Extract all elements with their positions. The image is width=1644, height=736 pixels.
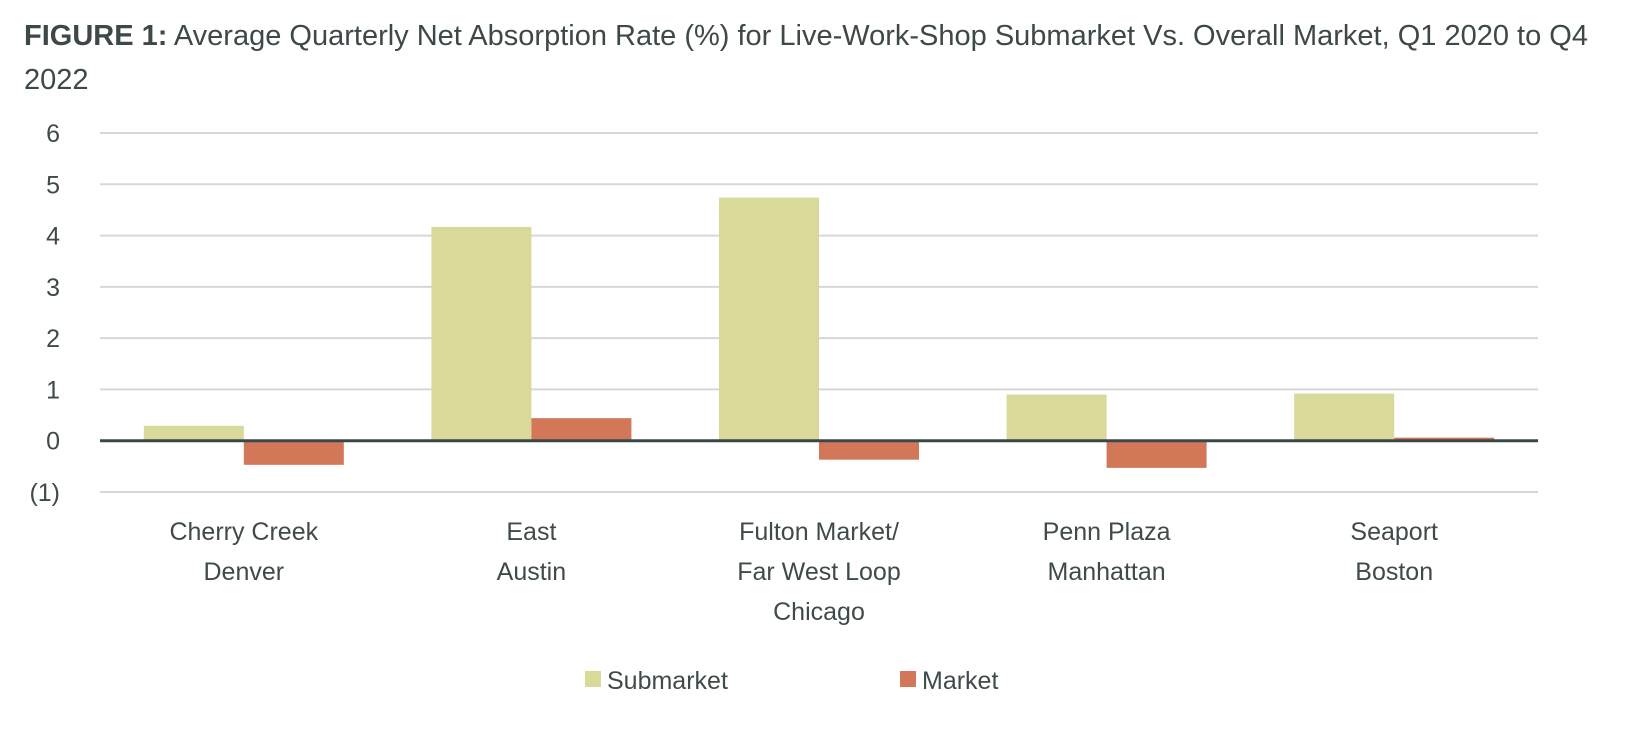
legend-label: Market <box>922 667 998 695</box>
bar-submarket <box>143 425 244 441</box>
category-label: East <box>506 518 556 546</box>
legend-label: Submarket <box>607 667 728 695</box>
y-tick-label: 2 <box>46 325 60 353</box>
category-label: Austin <box>497 558 566 586</box>
y-tick-label: 6 <box>46 120 60 148</box>
category-label: Boston <box>1355 558 1433 586</box>
bar-submarket <box>719 197 819 441</box>
y-tick-label: 1 <box>46 376 60 404</box>
bar-submarket <box>1006 394 1107 441</box>
legend-swatch <box>900 671 916 687</box>
title-text: Average Quarterly Net Absorption Rate (%… <box>24 20 1588 96</box>
category-label: Seaport <box>1350 518 1438 546</box>
chart-title: FIGURE 1: Average Quarterly Net Absorpti… <box>24 14 1624 102</box>
bar-market <box>531 418 632 441</box>
y-tick-label: (1) <box>29 479 60 507</box>
y-tick-label: 4 <box>46 223 60 251</box>
category-label: Penn Plaza <box>1043 518 1171 546</box>
title-prefix: FIGURE 1: <box>24 20 168 52</box>
category-label: Fulton Market/ <box>739 518 899 546</box>
category-label: Manhattan <box>1048 558 1166 586</box>
category-label: Chicago <box>773 598 865 626</box>
bar-market <box>1106 440 1207 468</box>
legend-swatch <box>585 671 601 687</box>
bar-market <box>1394 437 1495 441</box>
category-label: Cherry Creek <box>169 518 318 546</box>
bar-market <box>819 440 919 460</box>
category-label: Far West Loop <box>737 558 901 586</box>
y-tick-label: 5 <box>46 171 60 199</box>
bar-submarket <box>431 226 532 441</box>
bar-submarket <box>1294 393 1395 441</box>
category-label: Denver <box>204 558 285 586</box>
y-tick-label: 3 <box>46 274 60 302</box>
y-tick-label: 0 <box>46 428 60 456</box>
bar-market <box>243 440 344 465</box>
